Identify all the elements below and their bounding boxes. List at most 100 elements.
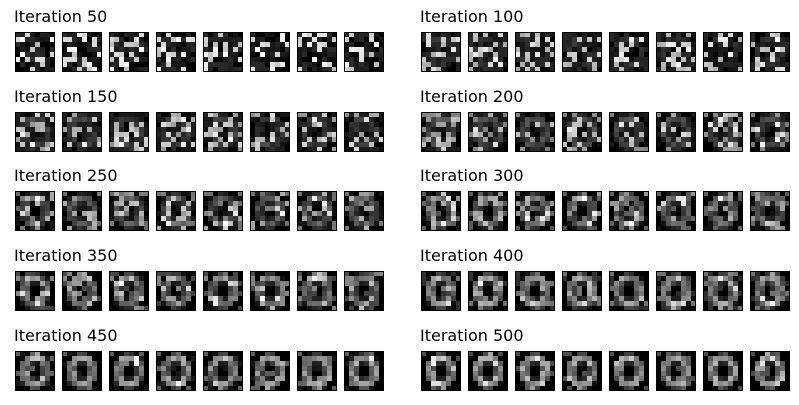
pixel-cell [770, 281, 775, 286]
pixel-cell [307, 301, 312, 306]
pixel-cell [307, 361, 312, 366]
pixel-cell [82, 381, 87, 386]
pixel-cell [25, 371, 30, 376]
pixel-cell [72, 196, 77, 201]
pixel-cell [67, 201, 72, 206]
pixel-cell [535, 196, 540, 201]
pixel-cell [723, 276, 728, 281]
pixel-cell [681, 67, 686, 72]
pixel-cell [493, 356, 498, 361]
pixel-cell [191, 376, 196, 381]
pixel-cell [364, 137, 369, 142]
pixel-cell [550, 67, 555, 72]
pixel-cell [161, 147, 166, 152]
pixel-cell [45, 147, 50, 152]
pixel-cell [20, 211, 25, 216]
pixel-cell [144, 112, 149, 117]
pixel-cell [77, 62, 82, 67]
pixel-cell [624, 137, 629, 142]
pixel-cell [302, 361, 307, 366]
pixel-cell [629, 211, 634, 216]
pixel-cell [332, 196, 337, 201]
pixel-cell [503, 32, 508, 37]
sample-frame [250, 351, 290, 391]
pixel-cell [72, 271, 77, 276]
pixel-cell [20, 201, 25, 206]
pixel-cell [520, 216, 525, 221]
pixel-cell [77, 127, 82, 132]
pixel-cell [280, 127, 285, 132]
pixel-cell [265, 381, 270, 386]
pixel-cell [50, 206, 55, 211]
pixel-cell [67, 52, 72, 57]
sample-image [609, 271, 649, 311]
pixel-cell [312, 306, 317, 311]
pixel-cell [238, 291, 243, 296]
pixel-cell [671, 52, 676, 57]
pixel-cell [738, 306, 743, 311]
pixel-cell [265, 137, 270, 142]
pixel-cell [713, 366, 718, 371]
pixel-cell [379, 62, 384, 67]
pixel-cell [770, 291, 775, 296]
pixel-cell [332, 226, 337, 231]
pixel-cell [530, 42, 535, 47]
pixel-cell [473, 216, 478, 221]
pixel-cell [639, 67, 644, 72]
pixel-cell [161, 201, 166, 206]
pixel-cell [468, 301, 473, 306]
pixel-cell [181, 221, 186, 226]
pixel-cell [515, 57, 520, 62]
pixel-cell [775, 271, 780, 276]
pixel-cell [322, 276, 327, 281]
pixel-cell [181, 62, 186, 67]
pixel-cell [119, 37, 124, 42]
pixel-cell [82, 142, 87, 147]
pixel-cell [728, 122, 733, 127]
pixel-cell [171, 271, 176, 276]
pixel-cell [62, 62, 67, 67]
pixel-cell [260, 132, 265, 137]
pixel-cell [728, 191, 733, 196]
pixel-cell [265, 67, 270, 72]
pixel-cell [364, 356, 369, 361]
pixel-cell [446, 147, 451, 152]
sample-frame [562, 112, 602, 152]
pixel-cell [525, 127, 530, 132]
pixel-cell [359, 52, 364, 57]
pixel-cell [250, 221, 255, 226]
pixel-cell [765, 221, 770, 226]
pixel-cell [139, 32, 144, 37]
pixel-cell [327, 132, 332, 137]
pixel-cell [609, 37, 614, 42]
pixel-cell [20, 112, 25, 117]
pixel-cell [312, 351, 317, 356]
pixel-cell [203, 137, 208, 142]
pixel-cell [114, 286, 119, 291]
pixel-cell [708, 301, 713, 306]
pixel-cell [124, 117, 129, 122]
pixel-cell [713, 286, 718, 291]
sample-image [703, 271, 743, 311]
pixel-cell [488, 281, 493, 286]
pixel-cell [77, 386, 82, 391]
pixel-cell [307, 32, 312, 37]
pixel-cell [119, 117, 124, 122]
pixel-cell [332, 57, 337, 62]
pixel-cell [708, 216, 713, 221]
pixel-cell [666, 351, 671, 356]
sample-frame [562, 191, 602, 231]
pixel-cell [72, 211, 77, 216]
pixel-cell [483, 196, 488, 201]
pixel-cell [775, 42, 780, 47]
pixel-cell [441, 117, 446, 122]
pixel-cell [597, 32, 602, 37]
pixel-cell [67, 132, 72, 137]
pixel-cell [302, 286, 307, 291]
pixel-cell [354, 376, 359, 381]
pixel-cell [703, 112, 708, 117]
pixel-cell [114, 196, 119, 201]
pixel-cell [478, 127, 483, 132]
pixel-cell [441, 226, 446, 231]
pixel-cell [129, 271, 134, 276]
